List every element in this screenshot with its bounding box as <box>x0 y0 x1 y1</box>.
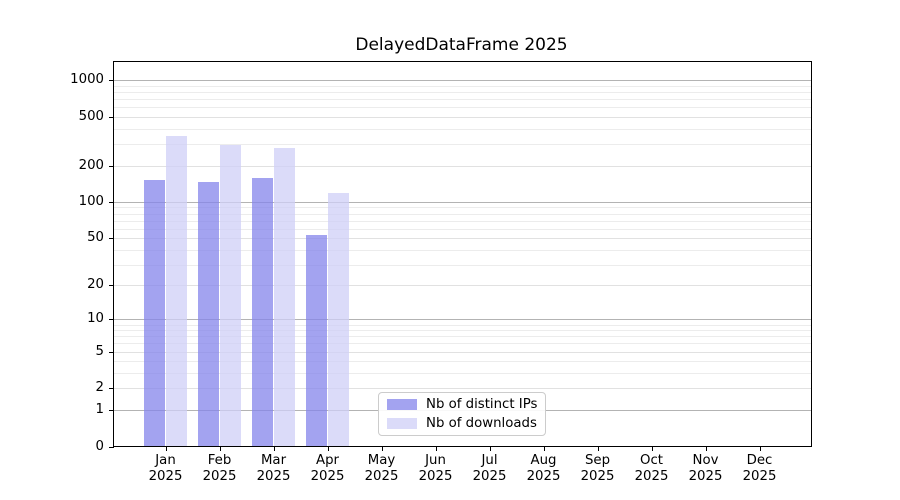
y-axis-tick <box>109 238 114 240</box>
x-axis-tick <box>597 446 599 451</box>
gridline-minor <box>114 249 811 251</box>
y-axis-tick-label: 50 <box>87 230 104 246</box>
x-axis-tick <box>759 446 761 451</box>
legend-swatch-distinct-ips <box>387 399 417 410</box>
gridline-minor <box>114 128 811 130</box>
y-axis-tick <box>109 351 114 353</box>
x-axis-tick <box>435 446 437 451</box>
legend-item-distinct-ips: Nb of distinct IPs <box>387 395 545 414</box>
x-axis-tick-label: Aug 2025 <box>526 453 561 484</box>
gridline-mid <box>114 117 811 119</box>
y-axis-tick-label: 20 <box>87 277 104 293</box>
y-axis-tick <box>109 409 114 411</box>
gridline-minor <box>114 207 811 209</box>
x-axis-tick <box>165 446 167 451</box>
x-axis-tick-label: Oct 2025 <box>634 453 669 484</box>
gridline-minor <box>114 324 811 326</box>
gridline-minor <box>114 86 811 88</box>
y-axis-tick-label: 0 <box>95 438 104 454</box>
y-axis-tick-label: 1000 <box>70 72 104 88</box>
x-axis-tick <box>489 446 491 451</box>
gridline-mid <box>114 165 811 167</box>
x-axis-tick <box>219 446 221 451</box>
y-axis-tick-label: 100 <box>78 193 104 209</box>
x-axis-tick-label: Apr 2025 <box>310 453 345 484</box>
gridline-mid <box>114 238 811 240</box>
y-axis-tick <box>109 319 114 321</box>
y-axis-tick <box>109 117 114 119</box>
legend-label-distinct-ips: Nb of distinct IPs <box>426 396 538 412</box>
legend-label-downloads: Nb of downloads <box>426 415 537 431</box>
y-axis-tick <box>109 285 114 287</box>
gridline-minor <box>114 343 811 345</box>
y-axis-tick-label: 10 <box>87 311 104 327</box>
gridline-mid <box>114 285 811 287</box>
chart-title: DelayedDataFrame 2025 <box>355 35 568 55</box>
x-axis-tick <box>327 446 329 451</box>
x-axis-tick-label: Dec 2025 <box>742 453 777 484</box>
legend-item-downloads: Nb of downloads <box>387 414 545 433</box>
y-axis-tick-label: 1 <box>95 401 104 417</box>
gridline-major <box>114 319 811 321</box>
x-axis-tick-label: May 2025 <box>364 453 399 484</box>
gridline-minor <box>114 264 811 266</box>
x-axis-tick <box>273 446 275 451</box>
gridline-minor <box>114 330 811 332</box>
gridline-minor <box>114 361 811 363</box>
x-axis-tick-label: Nov 2025 <box>688 453 723 484</box>
x-axis-tick-label: Jun 2025 <box>418 453 453 484</box>
y-axis-tick <box>109 201 114 203</box>
legend: Nb of distinct IPs Nb of downloads <box>378 392 546 436</box>
bar-ips-mar <box>251 177 274 446</box>
gridline-minor <box>114 92 811 94</box>
y-axis-tick-label: 2 <box>95 380 104 396</box>
gridline-minor <box>114 336 811 338</box>
x-axis-tick <box>381 446 383 451</box>
x-axis-tick-label: Jan 2025 <box>148 453 183 484</box>
gridline-mid <box>114 351 811 353</box>
x-axis-tick <box>705 446 707 451</box>
x-axis-tick-label: Mar 2025 <box>256 453 291 484</box>
gridline-major <box>114 201 811 203</box>
y-axis-tick <box>109 388 114 390</box>
bar-downloads-jan <box>165 136 188 446</box>
gridline-minor <box>114 99 811 101</box>
gridline-mid <box>114 388 811 390</box>
y-axis-tick <box>109 446 114 448</box>
plot-area: 0 1 2 5 10 20 50 100 200 500 1000 Jan 2025 Feb 2025 M… <box>70 61 812 484</box>
x-axis-tick-label: Feb 2025 <box>202 453 237 484</box>
x-axis-tick-label: Jul 2025 <box>472 453 507 484</box>
x-axis-tick <box>543 446 545 451</box>
bar-ips-feb <box>197 181 220 446</box>
bar-downloads-feb <box>219 144 242 446</box>
x-axis-tick-label: Sep 2025 <box>580 453 615 484</box>
y-axis-tick-label: 500 <box>78 109 104 125</box>
bar-ips-jan <box>143 180 166 446</box>
gridline-minor <box>114 107 811 109</box>
x-axis-tick <box>651 446 653 451</box>
y-axis-tick-label: 5 <box>95 343 104 359</box>
bar-ips-apr <box>305 234 328 446</box>
gridline-minor <box>114 373 811 375</box>
legend-swatch-downloads <box>387 418 417 429</box>
gridline-minor <box>114 213 811 215</box>
bar-downloads-apr <box>327 193 350 446</box>
y-axis-tick <box>109 80 114 82</box>
gridline-major <box>114 80 811 82</box>
gridline-minor <box>114 220 811 222</box>
gridline-minor <box>114 228 811 230</box>
bar-downloads-mar <box>273 147 296 446</box>
gridline-minor <box>114 144 811 146</box>
y-axis-tick <box>109 165 114 167</box>
y-axis-tick-label: 200 <box>78 157 104 173</box>
